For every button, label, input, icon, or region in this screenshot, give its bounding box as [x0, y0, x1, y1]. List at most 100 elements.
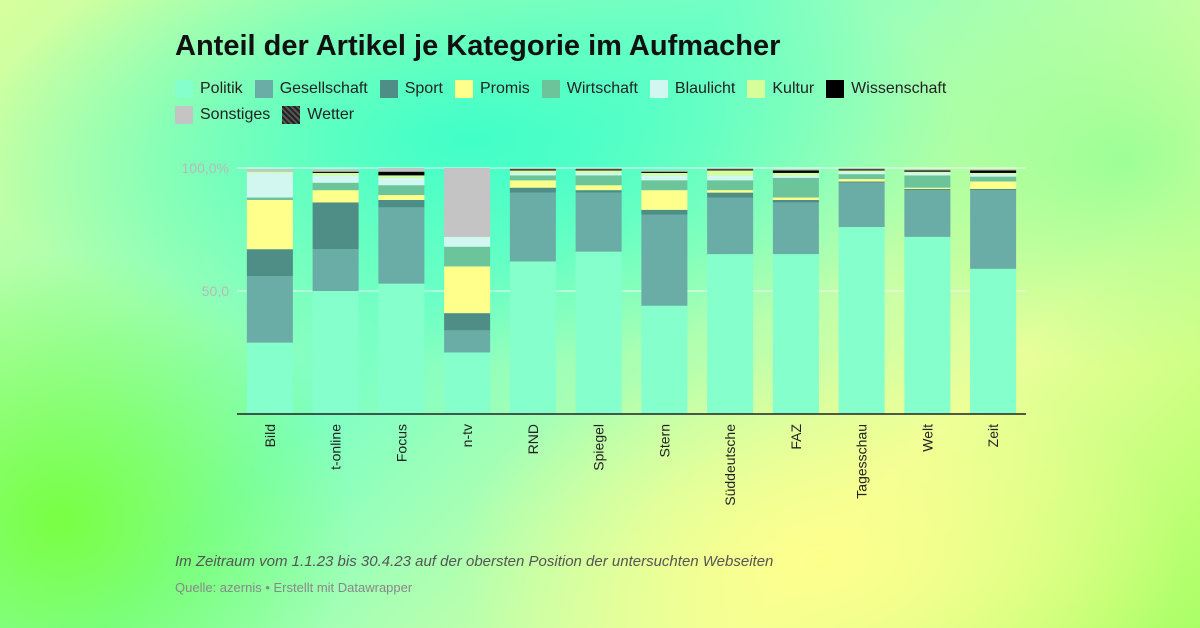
chart-note: Im Zeitraum vom 1.1.23 bis 30.4.23 auf d…	[175, 553, 774, 570]
bar-segment-gesellschaft	[246, 276, 293, 343]
bar-segment-kultur	[772, 172, 819, 176]
bar-segment-promis	[904, 187, 951, 189]
bar-segment-politik	[970, 268, 1017, 414]
bar-segment-wissenschaft	[772, 170, 819, 173]
bar-segment-wissenschaft	[509, 169, 556, 171]
chart-source: Quelle: azernis • Erstellt mit Datawrapp…	[175, 580, 413, 595]
bar-segment-sport	[575, 190, 622, 193]
bar-segment-promis	[970, 181, 1017, 189]
bar-segment-kultur	[904, 171, 951, 173]
legend-label: Wetter	[307, 106, 355, 123]
legend-item-sonstiges: Sonstiges	[175, 106, 270, 124]
bar-segment-wissenschaft	[838, 169, 885, 171]
bar-segment-sonstiges	[378, 168, 425, 172]
bar-segment-politik	[772, 254, 819, 414]
bar-bild	[246, 169, 293, 414]
bar-segment-sonstiges	[509, 168, 556, 170]
legend-label: Promis	[479, 80, 530, 97]
x-tick-label: Bild	[262, 424, 278, 447]
bar-segment-wirtschaft	[509, 175, 556, 181]
bar-segment-promis	[378, 195, 425, 200]
legend-item-wirtschaft: Wirtschaft	[541, 80, 638, 98]
bar-segment-sport	[904, 188, 951, 191]
bar-segment-kultur	[838, 170, 885, 172]
bar-segment-promis	[772, 197, 819, 200]
bar-segment-sonstiges	[575, 168, 622, 170]
x-tick-label: Tagesschau	[854, 424, 870, 499]
bar-segment-sonstiges	[970, 169, 1017, 171]
x-tick-label: n-tv	[459, 424, 475, 447]
x-tick-label: Süddeutsche	[722, 424, 738, 506]
bar-segment-kultur	[378, 175, 425, 178]
x-tick-label: Spiegel	[591, 424, 607, 471]
x-tick-label: t-online	[328, 424, 344, 470]
bar-segment-kultur	[970, 172, 1017, 175]
bar-segment-wirtschaft	[575, 175, 622, 186]
legend-label: Wirtschaft	[566, 80, 638, 97]
x-tick-label: Focus	[393, 424, 409, 462]
legend-swatch	[379, 80, 398, 98]
legend-label: Kultur	[772, 80, 815, 97]
bar-focus	[378, 168, 425, 414]
bar-segment-kultur	[246, 171, 293, 173]
legend-item-sport: Sport	[379, 80, 443, 98]
legend-item-kultur: Kultur	[747, 80, 814, 98]
x-tick-label: Zeit	[985, 424, 1001, 447]
bar-segment-blaulicht	[641, 175, 688, 181]
bar-segment-politik	[378, 283, 425, 414]
legend-item-politik: Politik	[175, 80, 243, 98]
bar-segment-sport	[707, 192, 754, 198]
bar-segment-blaulicht	[970, 174, 1017, 177]
bar-t-online	[312, 169, 359, 414]
bar-segment-blaulicht	[509, 172, 556, 176]
bar-segment-wissenschaft	[904, 170, 951, 172]
bar-segment-gesellschaft	[772, 202, 819, 255]
legend-label: Gesellschaft	[279, 80, 368, 97]
chart-title: Anteil der Artikel je Kategorie im Aufma…	[175, 30, 781, 62]
bar-segment-wirtschaft	[246, 197, 293, 200]
bar-segment-blaulicht	[378, 177, 425, 186]
stacked-bar-chart: 100,0% 50,0 Bild t-online Focus n-tv RND Spieg…	[182, 160, 1026, 506]
y-tick-label: 50,0	[202, 283, 229, 299]
legend-item-promis: Promis	[454, 80, 530, 98]
bar-segment-kultur	[509, 170, 556, 173]
x-tick-label: RND	[525, 424, 541, 454]
bar-spiegel	[575, 168, 622, 414]
bar-segment-blaulicht	[312, 175, 359, 183]
bar-segment-blaulicht	[838, 171, 885, 175]
bar-welt	[904, 169, 951, 414]
legend-item-gesellschaft: Gesellschaft	[254, 80, 368, 98]
bar-segment-sport	[378, 199, 425, 208]
legend-swatch	[254, 80, 273, 98]
legend-label: Blaulicht	[674, 80, 736, 97]
bar-segment-gesellschaft	[970, 190, 1017, 269]
bar-faz	[772, 169, 819, 414]
bar-segment-promis	[312, 190, 359, 203]
bar-segment-gesellschaft	[509, 192, 556, 262]
bar-segment-promis	[246, 199, 293, 250]
bar-segment-sport	[444, 313, 491, 331]
bar-segment-gesellschaft	[641, 214, 688, 306]
bar-segment-kultur	[575, 170, 622, 173]
bar-segment-gesellschaft	[838, 182, 885, 228]
bar-segment-politik	[444, 352, 491, 414]
legend-swatch	[454, 80, 473, 98]
bar-segment-blaulicht	[444, 236, 491, 247]
bar-segment-wirtschaft	[444, 246, 491, 267]
bar-suddeutsche	[707, 168, 754, 414]
bar-tagesschau	[838, 168, 885, 414]
legend-item-wetter: Wetter	[282, 106, 354, 124]
x-tick-label: Stern	[656, 424, 672, 457]
bar-segment-blaulicht	[904, 172, 951, 176]
bar-segment-sonstiges	[838, 168, 885, 170]
bar-zeit	[970, 169, 1017, 414]
bar-segment-politik	[641, 305, 688, 414]
legend-swatch	[175, 80, 193, 98]
legend-swatch	[282, 106, 301, 124]
bar-segment-kultur	[641, 172, 688, 176]
bar-segment-blaulicht	[246, 172, 293, 198]
bar-segment-sport	[970, 188, 1017, 191]
legend-swatch	[747, 80, 766, 98]
bar-segment-sonstiges	[444, 168, 491, 237]
bar-segment-politik	[707, 254, 754, 414]
